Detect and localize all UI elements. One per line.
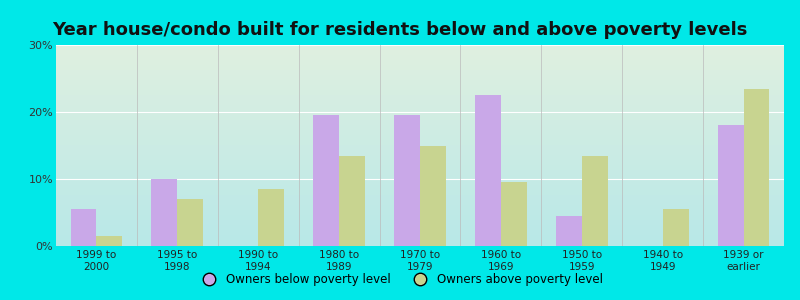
Bar (394, 115, 420, 246)
Bar (70, 209, 97, 246)
Bar (662, 209, 689, 246)
Text: Year house/condo built for residents below and above poverty levels: Year house/condo built for residents bel… (52, 21, 748, 39)
Bar (178, 199, 203, 246)
Bar (151, 179, 178, 246)
Bar (97, 236, 122, 246)
Bar (501, 182, 526, 246)
Bar (420, 146, 446, 246)
Bar (582, 155, 608, 246)
Bar (314, 115, 339, 246)
Bar (258, 189, 284, 246)
Legend: Owners below poverty level, Owners above poverty level: Owners below poverty level, Owners above… (193, 269, 607, 291)
Bar (339, 155, 365, 246)
Bar (743, 88, 770, 246)
Bar (556, 216, 582, 246)
Bar (475, 95, 501, 246)
Bar (718, 125, 743, 246)
